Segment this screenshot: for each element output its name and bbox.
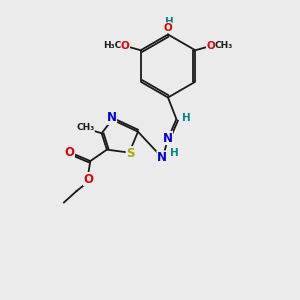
Text: N: N — [157, 151, 167, 164]
Text: H: H — [182, 112, 190, 123]
Text: CH₃: CH₃ — [214, 41, 232, 50]
Text: CH₃: CH₃ — [76, 123, 94, 132]
Text: H: H — [165, 17, 174, 27]
Text: O: O — [83, 172, 94, 186]
Text: O: O — [121, 41, 130, 51]
Text: O: O — [64, 146, 74, 159]
Text: H: H — [169, 148, 178, 158]
Text: S: S — [126, 147, 135, 160]
Text: O: O — [164, 23, 172, 33]
Text: N: N — [106, 111, 116, 124]
Text: O: O — [206, 41, 215, 51]
Text: N: N — [162, 131, 172, 145]
Text: H₃C: H₃C — [103, 41, 122, 50]
